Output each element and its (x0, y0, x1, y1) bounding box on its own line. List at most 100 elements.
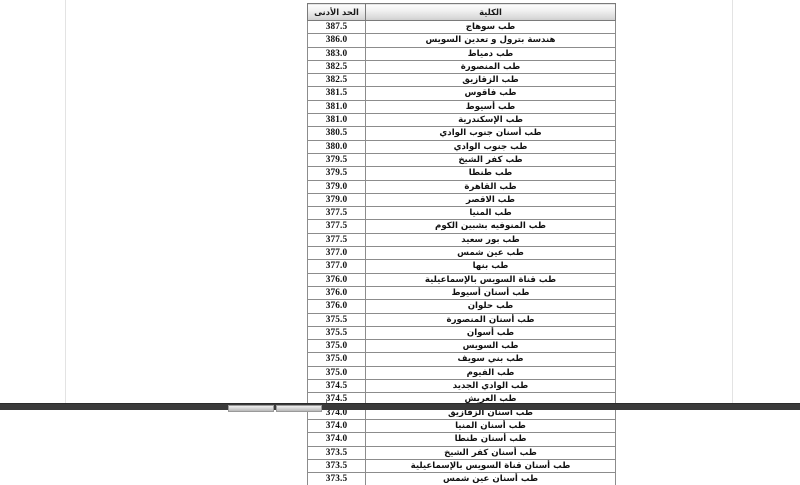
cell-min-score: 375.5 (308, 326, 366, 339)
cell-min-score: 380.0 (308, 140, 366, 153)
taskbar-button-1[interactable] (228, 405, 274, 412)
cell-min-score: 381.5 (308, 87, 366, 100)
cell-min-score: 382.5 (308, 74, 366, 87)
cell-faculty: طب أسنان قناة السويس بالإسماعيلية (366, 459, 616, 472)
table-header: الكلية الحد الأدنى (308, 4, 616, 21)
cell-min-score: 373.5 (308, 459, 366, 472)
cell-min-score: 373.5 (308, 473, 366, 485)
cell-min-score: 377.0 (308, 247, 366, 260)
taskbar[interactable] (0, 403, 800, 410)
cell-faculty: طب جنوب الوادي (366, 140, 616, 153)
cell-min-score: 381.0 (308, 114, 366, 127)
cell-faculty: طب بور سعيد (366, 233, 616, 246)
cell-faculty: هندسة بترول و تعدين السويس (366, 34, 616, 47)
cell-min-score: 374.0 (308, 419, 366, 432)
page-margin-rule-right (732, 0, 733, 404)
cell-faculty: طب أسنان المنصورة (366, 313, 616, 326)
cell-faculty: طب الاقصر (366, 193, 616, 206)
page-margin-rule-left (65, 0, 66, 404)
cell-min-score: 374.5 (308, 380, 366, 393)
cell-faculty: طب الفيوم (366, 366, 616, 379)
cell-faculty: طب طنطا (366, 167, 616, 180)
cell-min-score: 379.0 (308, 193, 366, 206)
cell-faculty: طب قناة السويس بالإسماعيلية (366, 273, 616, 286)
column-header-faculty: الكلية (366, 4, 616, 21)
cell-faculty: طب المنصورة (366, 60, 616, 73)
cell-min-score: 375.5 (308, 313, 366, 326)
cell-min-score: 386.0 (308, 34, 366, 47)
cell-min-score: 377.5 (308, 220, 366, 233)
table-header-row: الكلية الحد الأدنى (308, 4, 616, 21)
cell-faculty: طب أسوان (366, 326, 616, 339)
cell-min-score: 375.0 (308, 366, 366, 379)
cell-faculty: طب سوهاج (366, 21, 616, 34)
cell-min-score: 387.5 (308, 21, 366, 34)
cell-faculty: طب حلوان (366, 300, 616, 313)
cell-faculty: طب السويس (366, 340, 616, 353)
cell-faculty: طب أسنان جنوب الوادي (366, 127, 616, 140)
cell-min-score: 380.5 (308, 127, 366, 140)
cell-faculty: طب أسنان المنيا (366, 419, 616, 432)
cell-faculty: طب الزقازيق (366, 74, 616, 87)
cell-faculty: طب أسنان طنطا (366, 433, 616, 446)
cell-faculty: طب بنها (366, 260, 616, 273)
cell-faculty: طب كفر الشيخ (366, 153, 616, 166)
cell-faculty: طب دمياط (366, 47, 616, 60)
cell-faculty: طب الوادي الجديد (366, 380, 616, 393)
cell-min-score: 376.0 (308, 273, 366, 286)
cell-faculty: طب أسنان كفر الشيخ (366, 446, 616, 459)
cell-min-score: 374.0 (308, 433, 366, 446)
cell-faculty: طب أسيوط (366, 100, 616, 113)
cell-faculty: طب أسنان عين شمس (366, 473, 616, 485)
cell-min-score: 379.5 (308, 153, 366, 166)
page-root: { "document": { "direction": "rtl", "lan… (0, 0, 800, 410)
cell-min-score: 379.0 (308, 180, 366, 193)
cell-faculty: طب المنوفيه بشبين الكوم (366, 220, 616, 233)
cell-min-score: 377.0 (308, 260, 366, 273)
taskbar-button-2[interactable] (276, 405, 322, 412)
cell-min-score: 373.5 (308, 446, 366, 459)
cell-faculty: طب عين شمس (366, 247, 616, 260)
cell-min-score: 375.0 (308, 340, 366, 353)
cell-faculty: طب فاقوس (366, 87, 616, 100)
cell-min-score: 382.5 (308, 60, 366, 73)
cell-min-score: 376.0 (308, 286, 366, 299)
cell-min-score: 383.0 (308, 47, 366, 60)
cell-faculty: طب الإسكندرية (366, 114, 616, 127)
cell-min-score: 381.0 (308, 100, 366, 113)
cell-min-score: 377.5 (308, 233, 366, 246)
